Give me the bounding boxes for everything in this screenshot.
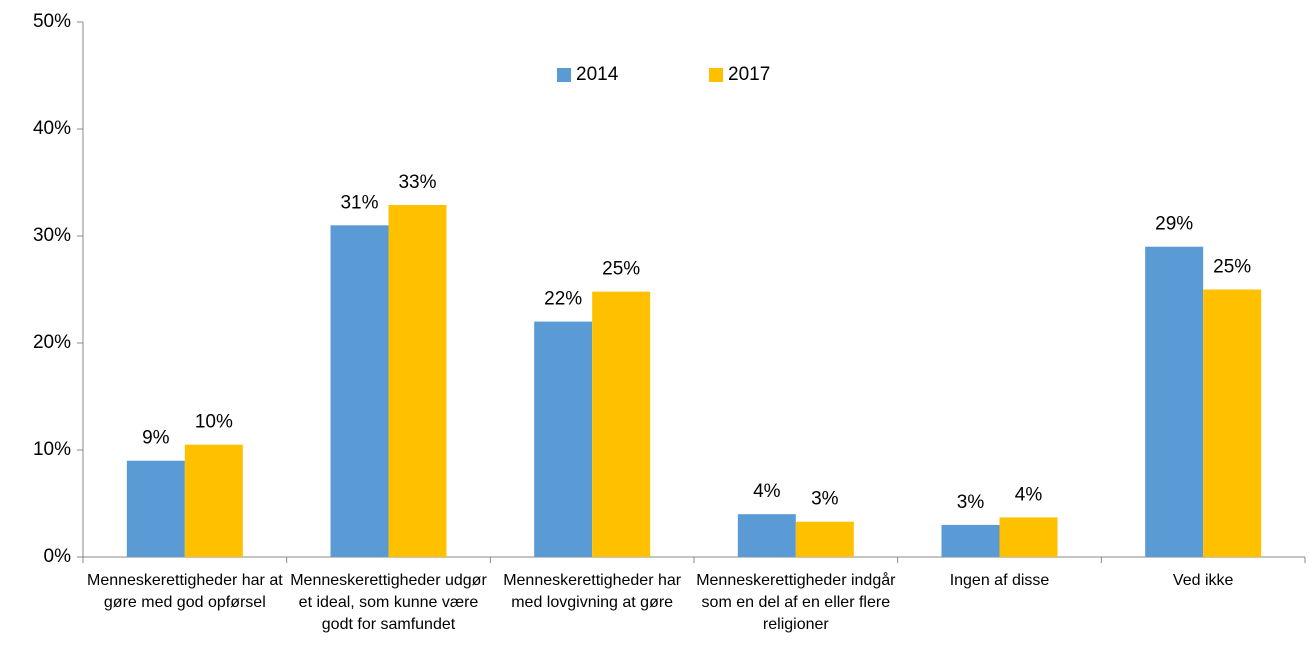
- x-tick-label: Menneskerettigheder indgår som en del af…: [696, 572, 896, 633]
- bar: [126, 460, 185, 557]
- data-label: 3%: [811, 489, 839, 510]
- y-tick-label: 50%: [33, 11, 71, 32]
- data-label: 31%: [340, 192, 378, 213]
- y-tick-label: 0%: [44, 546, 72, 567]
- data-label: 25%: [602, 259, 640, 280]
- bar: [330, 225, 389, 558]
- bar: [795, 521, 854, 557]
- legend-label: 2014: [576, 64, 619, 85]
- x-tick-label: Menneskerettigheder udgør et ideal, som …: [290, 572, 487, 633]
- data-label: 22%: [544, 289, 582, 310]
- data-label: 25%: [1213, 257, 1251, 278]
- data-label: 10%: [195, 412, 233, 433]
- bar: [737, 514, 796, 557]
- bar: [534, 321, 593, 557]
- x-tick-label: Menneskerettigheder har at gøre med god …: [86, 572, 283, 611]
- data-label: 33%: [398, 172, 436, 193]
- bar: [388, 204, 447, 557]
- bar: [592, 291, 651, 557]
- data-label: 4%: [1015, 484, 1043, 505]
- bar: [1203, 289, 1262, 557]
- data-label: 9%: [142, 428, 170, 449]
- x-tick-label: Ved ikke: [1172, 572, 1234, 589]
- bar: [941, 524, 1000, 557]
- y-tick-label: 10%: [33, 439, 71, 460]
- data-label: 29%: [1155, 214, 1193, 235]
- y-tick-label: 40%: [33, 118, 71, 139]
- bar: [999, 517, 1058, 557]
- data-label: 3%: [957, 492, 985, 513]
- bar: [184, 444, 243, 557]
- legend-label: 2017: [728, 64, 770, 85]
- data-label: 4%: [753, 481, 781, 502]
- legend-swatch: [709, 68, 723, 82]
- y-tick-label: 20%: [33, 332, 71, 353]
- bar: [1145, 246, 1204, 557]
- legend-swatch: [557, 68, 571, 82]
- y-tick-label: 30%: [33, 225, 71, 246]
- x-tick-label: Ingen af disse: [949, 572, 1050, 589]
- x-tick-label: Menneskerettigheder har med lovgivning a…: [503, 572, 682, 611]
